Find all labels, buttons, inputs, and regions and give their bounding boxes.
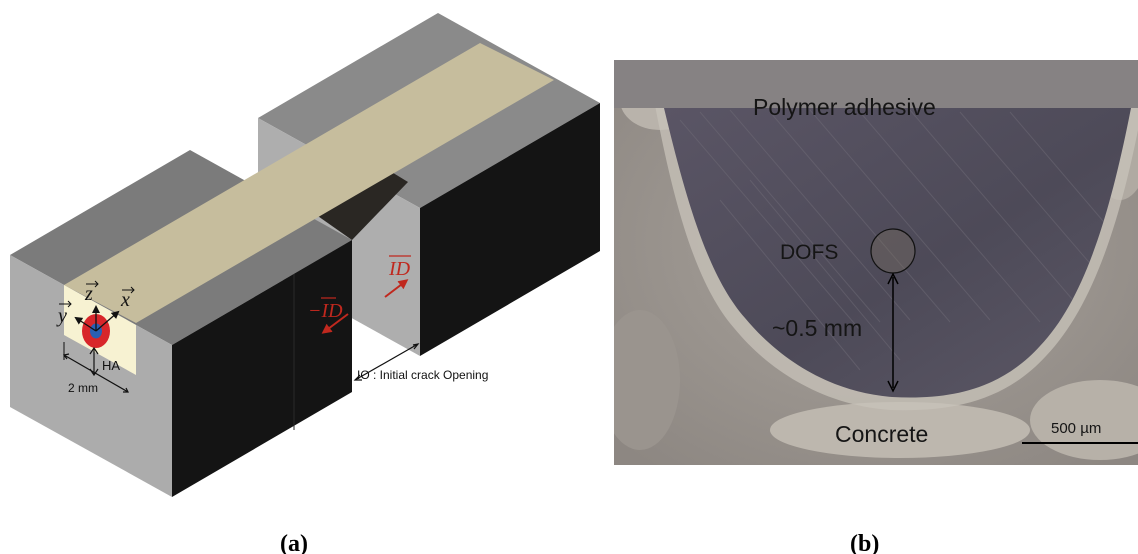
micrograph <box>614 60 1138 465</box>
panel-a: z y x HA 2 mm −ID ID <box>10 13 600 554</box>
neg-id-label: −ID <box>308 300 343 322</box>
neg-id-vector: −ID <box>308 297 349 334</box>
id-label: ID <box>388 258 411 280</box>
axis-z-label: z <box>84 283 93 305</box>
ha-dimension: HA <box>89 346 120 377</box>
adhesive-strip <box>64 43 554 323</box>
io-label: IO : Initial crack Opening <box>357 368 488 382</box>
width-dimension: 2 mm <box>62 342 129 395</box>
caption-b: (b) <box>850 531 879 554</box>
axis-y-label: y <box>56 305 67 327</box>
concrete-label: Concrete <box>835 421 928 447</box>
id-vector: ID <box>384 255 411 298</box>
dofs-circle <box>870 228 916 274</box>
polymer-label: Polymer adhesive <box>753 94 936 120</box>
local-axes: z y x <box>56 280 135 332</box>
distance-arrow <box>887 272 899 393</box>
panel-b: Polymer adhesive DOFS ~0.5 mm Concrete 5… <box>614 60 1138 554</box>
width-label: 2 mm <box>68 381 98 395</box>
distance-label: ~0.5 mm <box>772 315 862 341</box>
caption-a: (a) <box>280 531 308 554</box>
scale-label: 500 µm <box>1051 420 1101 437</box>
axis-x-label: x <box>120 289 130 311</box>
ha-label: HA <box>102 358 120 373</box>
dofs-label: DOFS <box>780 241 838 264</box>
io-dimension: IO : Initial crack Opening <box>353 343 488 382</box>
